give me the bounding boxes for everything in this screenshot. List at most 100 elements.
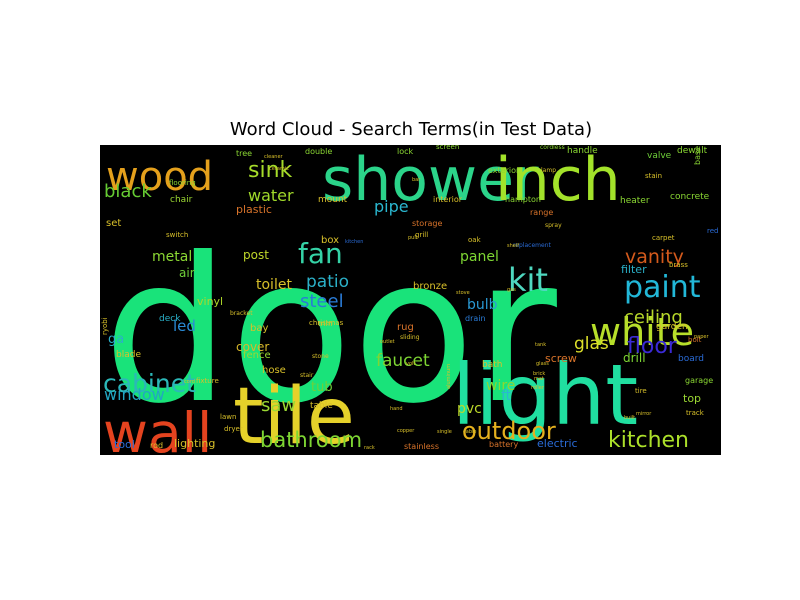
word-aluminum: aluminum [446, 364, 452, 389]
word-ga: ga [108, 332, 124, 347]
word-fan: fan [298, 237, 343, 270]
word-dryer: dryer [224, 425, 243, 433]
word-door: door [103, 215, 558, 448]
word-rack: rack [364, 445, 375, 451]
word-white: white [590, 310, 694, 354]
word-volt: volt [406, 361, 415, 367]
word-ceramic: ceramic [269, 166, 289, 172]
word-kit: kit [508, 261, 548, 299]
word-exterior: exterior [488, 166, 520, 175]
word-electric: electric [537, 437, 578, 450]
word-bulb: bulb [467, 297, 498, 313]
word-handle: handle [567, 146, 598, 156]
word-glas: glas [574, 334, 609, 354]
word-paint: paint [624, 270, 701, 305]
word-lawn: lawn [220, 413, 236, 421]
word-stove: stove [456, 290, 470, 296]
word-box: box [321, 235, 339, 246]
word-sink: sink [248, 158, 293, 183]
word-bar: bar [412, 177, 421, 183]
word-ft: ft [501, 388, 512, 404]
word-hampton: hampton [505, 195, 541, 204]
word-window: window [104, 385, 165, 404]
word-ceiling: ceiling [624, 307, 683, 328]
word-fixture: fixture [196, 377, 219, 385]
word-shower: shower [322, 145, 539, 215]
word-kitchen: kitchen [608, 428, 689, 453]
word-oak: oak [468, 236, 482, 244]
word-garage: garage [685, 376, 713, 385]
word-gas: gas [507, 287, 516, 293]
word-air: air [179, 266, 195, 280]
word-bathroom: bathroom [260, 428, 362, 452]
chart-title: Word Cloud - Search Terms(in Test Data) [229, 119, 593, 140]
word-trim: trim [318, 320, 333, 328]
word-stain: stain [645, 172, 662, 180]
word-faucet: faucet [376, 351, 430, 371]
word-cloud-panel: door light tile shower inch wall wood white pain… [100, 145, 721, 455]
word-grill: grill [415, 231, 428, 239]
word-toilet: toilet [256, 277, 292, 293]
word-pvc: pvc [457, 401, 482, 417]
word-bracket: bracket [230, 310, 253, 317]
word-black: black [104, 181, 152, 202]
word-concrete: concrete [670, 192, 710, 202]
word-water: water [248, 186, 294, 205]
word-mount: mount [318, 195, 348, 205]
word-mat: mat [534, 376, 544, 382]
word-wood: wood [106, 154, 213, 200]
word-deck: deck [159, 314, 181, 324]
word-wire: wire [486, 378, 515, 394]
word-kitchen: kitchen [345, 239, 363, 245]
word-wall: wall [103, 401, 212, 455]
word-led: led [173, 317, 196, 335]
word-hose: hose [262, 365, 286, 376]
word-red: red [707, 227, 718, 235]
word-dewalt: dewalt [677, 146, 708, 156]
word-inch: inch [495, 145, 621, 215]
word-interior: interior [433, 195, 463, 204]
word-drill: drill [623, 351, 646, 365]
word-cabinet: cabinet [103, 369, 196, 398]
word-cord: cord [184, 379, 195, 385]
word-track: track [686, 409, 705, 417]
word-tree: tree [236, 149, 252, 158]
word-blade: blade [116, 350, 141, 360]
word-ryobi: ryobi [101, 317, 109, 335]
word-lighting: lighting [174, 437, 215, 450]
word-shelf: shelf [507, 243, 519, 249]
word-storage: storage [412, 219, 442, 228]
word-christmas: christmas [309, 319, 344, 327]
word-vinyl: vinyl [197, 295, 223, 308]
word-top: top [683, 392, 701, 405]
word-filter: filter [621, 263, 647, 276]
word-saw: saw [261, 395, 296, 416]
word-bronze: bronze [413, 281, 447, 292]
word-outlet: outlet [380, 339, 395, 345]
word-stone: stone [312, 353, 329, 360]
word-valve: valve [647, 151, 672, 161]
word-tire: tire [635, 387, 647, 395]
word-screen: screen [436, 145, 459, 151]
word-carpet: carpet [652, 234, 675, 242]
word-brick: brick [533, 371, 545, 377]
word-base: base [693, 146, 702, 165]
word-replacement: replacement [513, 242, 552, 249]
word-outdoor: outdoor [462, 417, 556, 445]
word-tank: tank [535, 342, 546, 348]
word-chair: chair [170, 195, 193, 205]
word-hand: hand [390, 406, 403, 412]
word-patio: patio [306, 272, 349, 292]
word-light: light [452, 346, 638, 444]
word-bath: bath [482, 360, 502, 370]
word-battery: battery [489, 440, 518, 449]
word-plastic: plastic [236, 203, 272, 216]
word-brass: brass [669, 261, 688, 269]
word-paper: paper [694, 334, 709, 340]
word-panel: panel [460, 249, 499, 265]
word-set: set [106, 218, 121, 229]
word-rod: rod [150, 441, 163, 450]
word-built: built [624, 415, 635, 421]
word-pipe: pipe [374, 197, 409, 216]
